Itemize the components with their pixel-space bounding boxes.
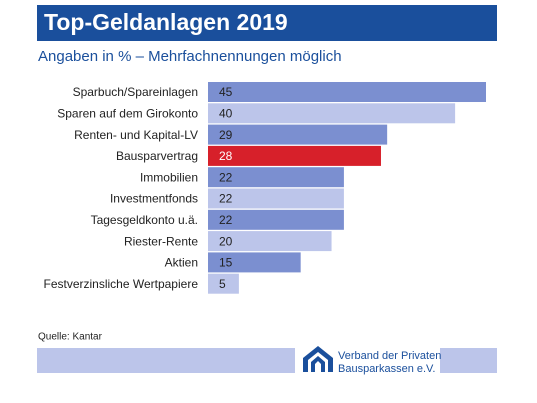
chart-subtitle: Angaben in % – Mehrfachnennungen möglich [38, 48, 342, 65]
bar [208, 209, 344, 230]
logo-text: Verband der Privaten [338, 350, 441, 362]
value-label: 40 [219, 106, 233, 120]
bar [208, 82, 486, 102]
value-label: 45 [219, 85, 233, 99]
chart-title: Top-Geldanlagen 2019 [44, 9, 288, 35]
title-bar [37, 5, 497, 41]
logo [303, 346, 333, 372]
value-label: 22 [219, 192, 233, 206]
footer-band [440, 348, 497, 373]
category-label: Sparbuch/Spareinlagen [73, 85, 198, 99]
bar [208, 103, 456, 124]
bar [208, 273, 239, 294]
category-label: Renten- und Kapital-LV [74, 128, 198, 142]
value-label: 15 [219, 256, 233, 270]
category-label: Immobilien [140, 170, 198, 184]
value-label: 5 [219, 277, 226, 291]
value-label: 20 [219, 234, 233, 248]
category-label: Investmentfonds [110, 192, 198, 206]
bar [208, 231, 332, 252]
value-label: 29 [219, 128, 233, 142]
footer-band [37, 348, 295, 373]
bar [208, 167, 344, 188]
category-label: Bausparvertrag [116, 149, 198, 163]
bar [208, 145, 381, 166]
source: Quelle: Kantar [38, 332, 103, 343]
value-label: 22 [219, 170, 233, 184]
bar [208, 188, 344, 209]
category-label: Tagesgeldkonto u.ä. [91, 213, 198, 227]
category-label: Riester-Rente [124, 234, 198, 248]
logo-text: Bausparkassen e.V. [338, 363, 435, 375]
category-label: Aktien [165, 256, 198, 270]
category-label: Sparen auf dem Girokonto [57, 106, 198, 120]
value-label: 22 [219, 213, 233, 227]
bar [208, 124, 388, 145]
value-label: 28 [219, 149, 233, 163]
category-label: Festverzinsliche Wertpapiere [43, 277, 198, 291]
bar [208, 252, 301, 273]
